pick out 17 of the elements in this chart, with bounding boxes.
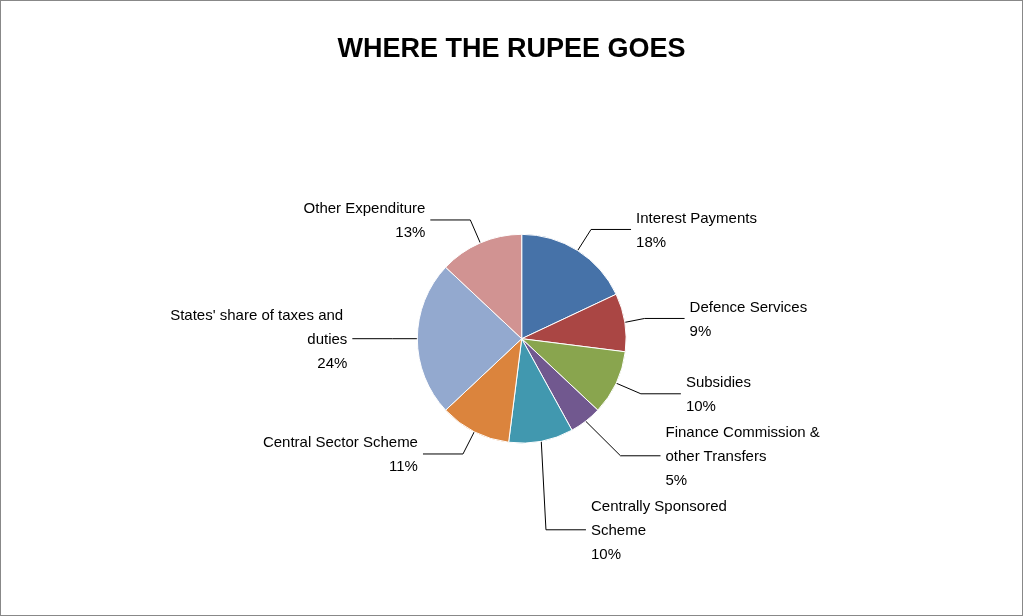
data-label: 5% <box>665 471 688 489</box>
data-label: 10% <box>590 545 621 563</box>
chart-title: WHERE THE RUPEE GOES <box>337 32 686 63</box>
data-label: 18% <box>636 232 667 250</box>
data-label: 10% <box>685 397 716 415</box>
data-label: 11% <box>389 457 418 475</box>
data-label: 24% <box>317 354 348 372</box>
slice-label: Other Expenditure <box>303 199 426 217</box>
slice-label: Defence Services <box>689 297 808 315</box>
slice-label: Subsidies <box>685 373 751 391</box>
slice-label: Central Sector Scheme <box>262 433 418 451</box>
slice-label: States' share of taxes and duties <box>170 306 348 348</box>
slice-label: Interest Payments <box>636 208 757 226</box>
slice-label: Centrally Sponsored Scheme <box>590 497 732 539</box>
data-label: 9% <box>689 321 712 339</box>
data-label: 13% <box>395 223 426 241</box>
slice-label: Finance Commission & other Transfers <box>665 423 824 465</box>
